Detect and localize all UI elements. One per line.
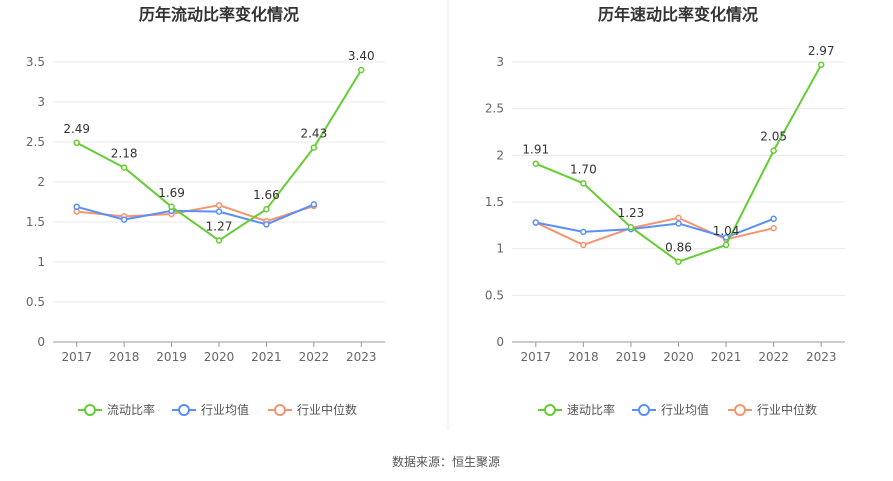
data-label: 2.05: [760, 130, 787, 144]
series-line-3: [76, 204, 315, 223]
data-point: [722, 234, 730, 241]
legend-item-1[interactable]: 速动比率: [538, 402, 615, 417]
x-tick-label: 2017: [61, 350, 92, 364]
y-tick-label: 1.5: [485, 195, 504, 209]
y-tick-label: 0: [496, 335, 504, 349]
data-label: 1.23: [618, 206, 645, 220]
legend-item-3[interactable]: 行业中位数: [268, 402, 357, 417]
x-tick-label: 2022: [299, 350, 330, 364]
data-point: [532, 219, 540, 226]
data-point: [532, 160, 540, 167]
data-point: [580, 228, 587, 236]
y-tick-label: 1: [37, 255, 45, 269]
data-point: [627, 223, 635, 231]
legend-label: 行业中位数: [297, 402, 357, 417]
data-point: [215, 201, 223, 209]
data-point: [168, 203, 175, 211]
data-point: [215, 237, 223, 244]
data-label: 1.91: [522, 143, 549, 157]
data-point: [73, 203, 80, 211]
chart-1: 历年流动比率变化情况 0 0.5 1 1.5 2 2.5 3 3.5 2017 2018 2019 20…: [26, 5, 385, 417]
data-point: [675, 214, 682, 222]
legend-item-2[interactable]: 行业均值: [632, 402, 709, 417]
legend-marker-icon: [178, 404, 190, 416]
data-point: [263, 221, 270, 228]
x-tick-label: 2017: [521, 350, 552, 364]
x-tick-label: 2023: [346, 350, 377, 364]
data-point: [73, 139, 80, 147]
y-tick-label: 3: [37, 95, 45, 109]
series-line-2: [535, 217, 775, 239]
data-point: [310, 144, 318, 151]
data-label: 2.49: [63, 122, 90, 136]
y-tick-label: 2.5: [26, 135, 45, 149]
legend-item-1[interactable]: 流动比率: [78, 402, 155, 417]
y-tick-label: 0.5: [485, 288, 504, 302]
y-tick-label: 1.5: [26, 215, 45, 229]
y-tick-label: 1: [496, 242, 504, 256]
data-label: 1.69: [158, 186, 185, 200]
chart-2: 历年速动比率变化情况 0 0.5 1 1.5 2 2.5 3 2017 2018 2019 2020 2…: [485, 5, 845, 417]
legend-label: 行业中位数: [757, 402, 817, 417]
x-tick-label: 2018: [109, 350, 140, 364]
legend-label: 速动比率: [567, 402, 615, 417]
y-tick-label: 3: [496, 55, 504, 69]
data-label: 0.86: [665, 241, 692, 255]
legend-item-3[interactable]: 行业中位数: [728, 402, 817, 417]
data-point: [675, 220, 682, 227]
x-tick-label: 2021: [711, 350, 742, 364]
x-tick-label: 2022: [758, 350, 789, 364]
data-point: [675, 258, 682, 265]
data-point: [263, 205, 270, 213]
x-tick-label: 2020: [204, 350, 235, 364]
data-point: [120, 164, 128, 171]
data-label: 2.97: [808, 44, 835, 58]
legend-item-2[interactable]: 行业均值: [172, 402, 249, 417]
y-tick-label: 2: [496, 148, 504, 162]
data-point: [580, 180, 587, 187]
data-point: [358, 66, 365, 74]
x-tick-label: 2018: [568, 350, 599, 364]
data-label: 1.27: [206, 219, 233, 233]
data-point: [580, 241, 587, 249]
y-tick-label: 0.5: [26, 295, 45, 309]
x-tick-label: 2019: [616, 350, 647, 364]
source-note: 数据来源：恒生聚源: [392, 454, 500, 469]
legend-marker-icon: [84, 404, 96, 416]
y-tick-label: 3.5: [26, 55, 45, 69]
data-label: 2.43: [300, 127, 327, 141]
legend-marker-icon: [274, 404, 286, 416]
data-label: 2.18: [111, 147, 138, 161]
series-line-3: [535, 216, 774, 246]
data-label: 1.70: [570, 162, 597, 176]
legend-marker-icon: [734, 404, 746, 416]
x-tick-label: 2019: [156, 350, 187, 364]
data-point: [817, 61, 825, 69]
legend-marker-icon: [544, 404, 556, 416]
legend-label: 行业均值: [201, 402, 249, 417]
chart-title: 历年流动比率变化情况: [139, 5, 299, 24]
data-label: 1.04: [713, 224, 740, 238]
x-tick-label: 2021: [251, 350, 282, 364]
data-point: [120, 216, 128, 223]
y-tick-label: 2.5: [485, 102, 504, 116]
data-label: 3.40: [348, 49, 375, 63]
legend-label: 流动比率: [107, 402, 155, 417]
legend-label: 行业均值: [661, 402, 709, 417]
x-tick-label: 2023: [806, 350, 837, 364]
data-point: [310, 201, 318, 208]
y-tick-label: 2: [37, 175, 45, 189]
chart-title: 历年速动比率变化情况: [598, 5, 758, 24]
series-line-2: [76, 203, 315, 226]
data-point: [770, 224, 777, 232]
data-label: 1.66: [253, 188, 280, 202]
data-point: [770, 215, 777, 223]
data-point: [770, 147, 777, 154]
x-tick-label: 2020: [663, 350, 694, 364]
data-point: [215, 208, 223, 215]
data-point: [722, 241, 730, 249]
legend-marker-icon: [638, 404, 650, 416]
y-tick-label: 0: [37, 335, 45, 349]
